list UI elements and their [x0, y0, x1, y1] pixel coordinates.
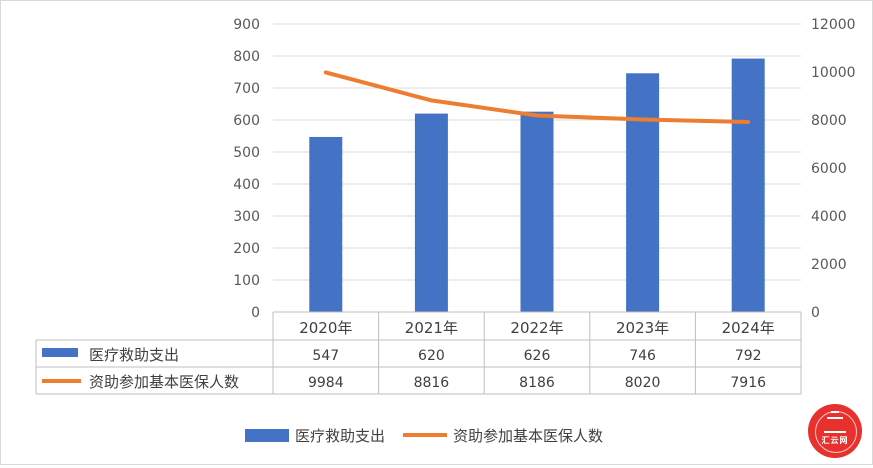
- x-tick-label: 2023年: [616, 319, 669, 337]
- data-table: 2020年 2021年 2022年 2023年 2024年医疗救助支出资助参加基本医保人…: [35, 311, 802, 395]
- right-tick-label: 4000: [811, 209, 847, 225]
- table-row-label: 医疗救助支出: [89, 346, 179, 364]
- x-tick-label: 2020年: [299, 319, 352, 337]
- right-tick-label: 0: [811, 305, 820, 321]
- bar: [626, 73, 660, 312]
- table-cell-value: 746: [629, 348, 656, 364]
- left-tick-label: 200: [233, 241, 260, 257]
- right-tick-label: 12000: [811, 17, 856, 33]
- x-tick-label: 2022年: [510, 319, 563, 337]
- right-tick-label: 8000: [811, 113, 847, 129]
- bar: [520, 111, 554, 313]
- left-tick-label: 400: [233, 177, 260, 193]
- legend-label: 资助参加基本医保人数: [453, 427, 603, 445]
- legend-label: 医疗救助支出: [295, 427, 385, 445]
- bar: [414, 113, 448, 312]
- left-axis-ticks: 0 100 200 300 400 500 600 700 800 900: [233, 17, 260, 321]
- bar-series-0: [309, 58, 765, 313]
- right-tick-label: 10000: [811, 65, 856, 81]
- right-axis-ticks: 0 2000 4000 6000 8000 10000 12000: [811, 17, 856, 321]
- table-bar-swatch: [42, 348, 78, 357]
- right-tick-label: 6000: [811, 161, 847, 177]
- left-tick-label: 600: [233, 113, 260, 129]
- x-tick-label: 2021年: [405, 319, 458, 337]
- legend-bar-swatch: [245, 429, 289, 442]
- left-tick-label: 800: [233, 49, 260, 65]
- bar: [309, 136, 343, 312]
- table-cell-value: 7916: [730, 375, 766, 391]
- right-tick-label: 2000: [811, 257, 847, 273]
- left-tick-label: 900: [233, 17, 260, 33]
- table-cell-value: 792: [735, 348, 762, 364]
- left-tick-label: 300: [233, 209, 260, 225]
- table-cell-value: 626: [524, 348, 551, 364]
- table-cell-value: 8816: [414, 375, 450, 391]
- left-tick-label: 700: [233, 81, 260, 97]
- line-path: [323, 70, 751, 124]
- table-cell-value: 8186: [519, 375, 555, 391]
- legend: 医疗救助支出 资助参加基本医保人数: [245, 427, 603, 445]
- table-row-label: 资助参加基本医保人数: [89, 373, 239, 391]
- line-series-1: [323, 70, 751, 124]
- table-cell-value: 547: [312, 348, 339, 364]
- table-cell-value: 8020: [625, 375, 661, 391]
- table-cell-value: 9984: [308, 375, 344, 391]
- left-tick-label: 500: [233, 145, 260, 161]
- table-cell-value: 620: [418, 348, 445, 364]
- x-tick-label: 2024年: [722, 319, 775, 337]
- watermark-text: 汇云网: [821, 436, 849, 445]
- left-tick-label: 100: [233, 273, 260, 289]
- left-tick-label: 0: [251, 305, 260, 321]
- watermark-logo: 汇云网: [808, 404, 862, 458]
- bar: [731, 58, 765, 313]
